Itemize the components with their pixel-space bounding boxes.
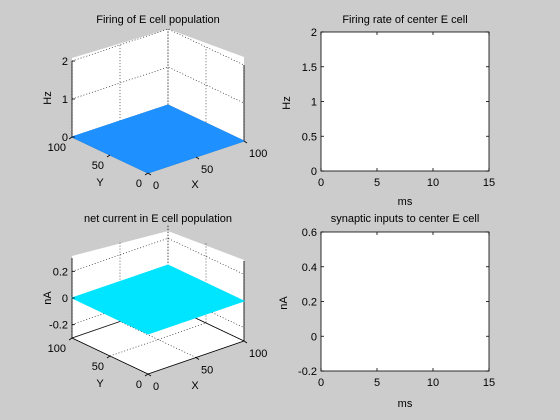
plot3-xlabel: X <box>191 380 199 392</box>
plot2-xtick-label: 15 <box>483 177 495 189</box>
plot4-ytick-label: -0.2 <box>298 366 317 378</box>
plot2-axes-box <box>320 31 490 172</box>
plot2-ytick-label: 1.5 <box>302 62 317 74</box>
plot1-xtick <box>147 172 152 176</box>
plot1-ztick-label: 1 <box>62 94 68 106</box>
plot1-xtick <box>195 156 200 160</box>
plot4-axes-box <box>320 231 490 372</box>
plot4-ylabel: nA <box>278 296 290 310</box>
plot3-ztick-label: 0.2 <box>53 266 68 278</box>
plot1-back-right-wall <box>168 29 244 141</box>
plot2-xtick-label: 0 <box>318 177 324 189</box>
plot2-xtick-label: 10 <box>427 177 439 189</box>
plot3-xtick-label: 0 <box>153 381 159 393</box>
plot1-ytick-label: 50 <box>92 160 104 172</box>
plot2-ytick-label: 0 <box>311 166 317 178</box>
line-plot-synaptic-inputs: synaptic inputs to center E cell 0 5 10 15 -… <box>278 213 495 410</box>
plot2-ylabel: Hz <box>281 96 293 109</box>
plot3-ztick-label: 0 <box>62 293 68 305</box>
plot2-title: Firing rate of center E cell <box>342 14 467 26</box>
plot3-xtick <box>147 373 152 377</box>
plot4-ytick-label: 0.4 <box>302 262 317 274</box>
plot3-ytick <box>106 355 111 359</box>
plot1-zgrid <box>71 66 245 104</box>
plot3-ztick-label: -0.2 <box>49 320 68 332</box>
surface-plot-net-current: net current in E cell population 0 50 100 0… <box>42 213 267 393</box>
plot2-xlabel: ms <box>398 196 413 208</box>
plot3-title: net current in E cell population <box>84 213 232 225</box>
plot4-xtick-label: 5 <box>374 377 380 389</box>
plot1-ztick-label: 2 <box>62 56 68 68</box>
plot1-back-left-wall <box>72 29 168 137</box>
plot1-zgrid <box>71 28 245 66</box>
plot2-ytick-label: 2 <box>311 27 317 39</box>
surface-plot-firing: Firing of E cell population 050100050100… <box>42 14 267 192</box>
plot2-ytick-label: 0.5 <box>302 131 317 143</box>
plot3-ytick-label: 100 <box>48 343 66 355</box>
plot3-xtick-label: 100 <box>249 348 267 360</box>
plot3-surface <box>70 264 246 335</box>
plot4-xtick-label: 15 <box>483 377 495 389</box>
plot1-ytick-label: 0 <box>136 178 142 190</box>
plot3-xtick <box>243 340 248 344</box>
plot1-title: Firing of E cell population <box>96 14 220 26</box>
plot4-ytick-label: 0 <box>311 331 317 343</box>
plot1-xtick-label: 100 <box>249 148 267 160</box>
plot1-ztick-label: 0 <box>62 132 68 144</box>
plot1-ylabel: Y <box>96 177 104 189</box>
plot1-xtick-label: 50 <box>201 164 213 176</box>
plot1-xtick <box>243 140 248 144</box>
plot1-ytick <box>68 136 73 140</box>
plot3-xtick-label: 50 <box>201 365 213 377</box>
plot3-zlabel: nA <box>42 291 54 305</box>
plot1-ytick-label: 100 <box>48 142 66 154</box>
plot1-xtick-label: 0 <box>153 180 159 192</box>
plot3-ytick-label: 50 <box>92 361 104 373</box>
plot3-ytick <box>68 337 73 341</box>
plot1-surface <box>70 104 246 174</box>
plot4-ytick-label: 0.2 <box>302 297 317 309</box>
plot1-zlabel: Hz <box>42 91 54 104</box>
plot1-ytick <box>106 154 111 158</box>
plot4-xtick-label: 10 <box>427 377 439 389</box>
plot3-ylabel: Y <box>96 378 104 390</box>
plot2-ytick-label: 1 <box>311 97 317 109</box>
line-plot-firing-rate: Firing rate of center E cell 0 5 10 15 0 0.5 1… <box>281 14 495 208</box>
plot3-xtick <box>195 357 200 360</box>
plot4-xlabel: ms <box>398 398 413 410</box>
plot3-zgrid <box>71 238 245 275</box>
plot4-ytick-label: 0.6 <box>302 227 317 239</box>
plot1-ytick <box>144 172 149 176</box>
plot3-ytick-label: 0 <box>136 379 142 391</box>
plot3-ygrid <box>109 243 207 357</box>
plot1-xlabel: X <box>191 179 199 191</box>
plot3-ytick <box>144 373 149 377</box>
plot4-xtick-label: 0 <box>318 377 324 389</box>
plot4-title: synaptic inputs to center E cell <box>331 213 480 225</box>
plot2-xtick-label: 5 <box>374 177 380 189</box>
